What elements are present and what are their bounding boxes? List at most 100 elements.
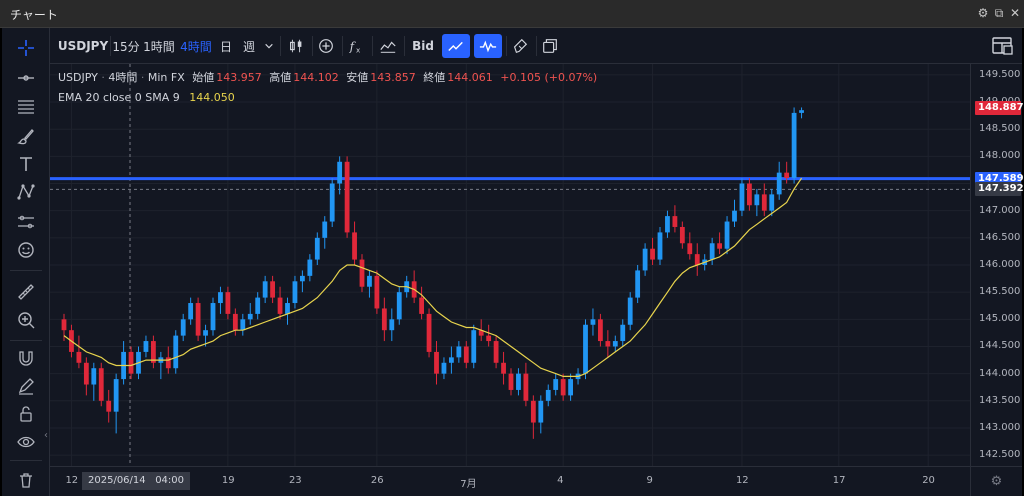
zoom-in-icon[interactable] <box>12 306 40 334</box>
candle-body <box>381 308 387 331</box>
candle-body <box>83 362 89 385</box>
candle-body <box>113 379 119 412</box>
layout-settings-icon[interactable] <box>988 32 1018 60</box>
trash-icon[interactable] <box>12 466 40 494</box>
time-tick-label: 12 <box>65 475 79 486</box>
candle-body <box>210 303 216 331</box>
brush-icon[interactable] <box>12 122 40 150</box>
candle-body <box>717 243 722 249</box>
legend-indicator-name: EMA 20 close 0 SMA 9 <box>58 91 180 104</box>
interval-15m[interactable]: 15分 <box>112 39 140 54</box>
candle-body <box>478 330 484 336</box>
candle-body <box>173 335 179 369</box>
candle-body <box>635 270 641 298</box>
chart-pane[interactable]: USDJPY · 4時間 · Min FX 始値 143.957 高値 144.10… <box>50 64 970 466</box>
ruler-icon[interactable] <box>12 278 40 306</box>
lock-icon[interactable] <box>12 400 40 428</box>
legend-interval: 4時間 <box>108 71 138 84</box>
gear-icon[interactable]: ⚙ <box>977 6 989 20</box>
chevron-down-icon[interactable] <box>262 34 276 58</box>
candle-body <box>747 183 752 206</box>
price-tick-label: 148.000 <box>979 150 1021 162</box>
time-tick-label: 7月 <box>460 479 477 490</box>
pulse-chart-icon[interactable] <box>474 34 502 58</box>
hline-price-label: 147.589 <box>975 171 1024 186</box>
price-chart[interactable] <box>50 64 970 466</box>
forecast-icon[interactable] <box>12 208 40 236</box>
trend-line-icon[interactable] <box>12 64 40 92</box>
candle-body <box>307 259 313 276</box>
close-icon[interactable]: ✕ <box>1009 6 1021 20</box>
candle-body <box>456 346 462 358</box>
price-tick-label: 142.500 <box>979 449 1021 461</box>
candle-body <box>232 313 238 331</box>
candle-body <box>165 357 171 369</box>
legend-indicator-value: 144.050 <box>189 91 235 104</box>
candle-body <box>262 281 268 298</box>
compare-add-icon[interactable] <box>314 34 338 58</box>
line-chart-icon[interactable] <box>442 34 470 58</box>
candle-body <box>389 319 395 331</box>
eye-icon[interactable] <box>12 428 40 456</box>
symbol-search-button[interactable]: USDJPY <box>57 39 109 53</box>
chevron-left-icon[interactable]: ‹ <box>44 430 48 441</box>
screenshot-icon[interactable] <box>538 34 562 58</box>
time-tick-label: 23 <box>288 475 302 486</box>
candle-body <box>106 400 112 412</box>
candle-body <box>359 259 365 287</box>
crosshair-price-label: 147.392 <box>975 182 1024 197</box>
candle-body <box>128 351 134 374</box>
templates-icon[interactable] <box>376 34 400 58</box>
candle-body <box>329 183 335 222</box>
time-axis[interactable]: 12 19 23 26 7月 4 9 12 17 20 2025/06/14 04:00 <box>50 466 970 496</box>
candle-body <box>143 341 149 352</box>
price-tick-label: 146.000 <box>979 259 1021 270</box>
horizontal-lines-icon[interactable] <box>12 92 40 120</box>
price-tick-label: 148.500 <box>979 123 1021 135</box>
candle-body <box>620 324 626 342</box>
candles-icon[interactable] <box>284 34 308 58</box>
magnet-icon[interactable] <box>12 344 40 372</box>
price-tick-label: 144.500 <box>979 340 1021 352</box>
stay-drawing-icon[interactable] <box>12 372 40 400</box>
pattern-icon[interactable] <box>12 178 40 206</box>
brush-clear-icon[interactable] <box>508 34 532 58</box>
time-tick-label: 12 <box>735 475 749 486</box>
interval-4h[interactable]: 4時間 <box>180 39 212 54</box>
candle-body <box>426 313 432 352</box>
candle-body <box>769 194 775 211</box>
interval-1h[interactable]: 1時間 <box>143 39 175 54</box>
interval-1w[interactable]: 週 <box>242 39 255 54</box>
candle-body <box>784 172 790 179</box>
emoji-icon[interactable] <box>12 236 40 264</box>
candle-body <box>441 362 447 374</box>
candle-body <box>612 341 618 347</box>
candle-body <box>672 216 678 227</box>
interval-1d[interactable]: 日 <box>219 39 232 54</box>
candle-body <box>598 319 603 342</box>
candle-body <box>180 319 186 336</box>
candle-body <box>732 210 737 222</box>
price-tick-label: 145.500 <box>979 286 1021 298</box>
current-price-label: 148.887 <box>975 101 1024 116</box>
legend-close-label: 終値 <box>423 71 446 84</box>
candle-body <box>724 221 730 249</box>
bid-button[interactable]: Bid <box>412 39 434 53</box>
popout-icon[interactable]: ⧉ <box>994 6 1004 20</box>
candle-body <box>530 400 536 423</box>
price-axis[interactable]: 149.500149.000148.500148.000147.500147.0… <box>970 64 1024 466</box>
crosshair-icon[interactable] <box>12 34 40 62</box>
candle-body <box>367 275 372 287</box>
legend-symbol: USDJPY <box>58 71 98 84</box>
candle-body <box>91 368 97 385</box>
legend-high: 144.102 <box>293 71 339 84</box>
gear-icon[interactable]: ⚙ <box>970 466 1022 496</box>
legend-indicator-row[interactable]: EMA 20 close 0 SMA 9 144.050 <box>58 88 597 108</box>
candle-body <box>657 232 663 260</box>
candle-body <box>463 346 469 363</box>
text-icon[interactable] <box>12 150 40 178</box>
candle-body <box>471 330 477 363</box>
legend-high-label: 高値 <box>269 71 292 84</box>
candle-body <box>694 254 700 265</box>
